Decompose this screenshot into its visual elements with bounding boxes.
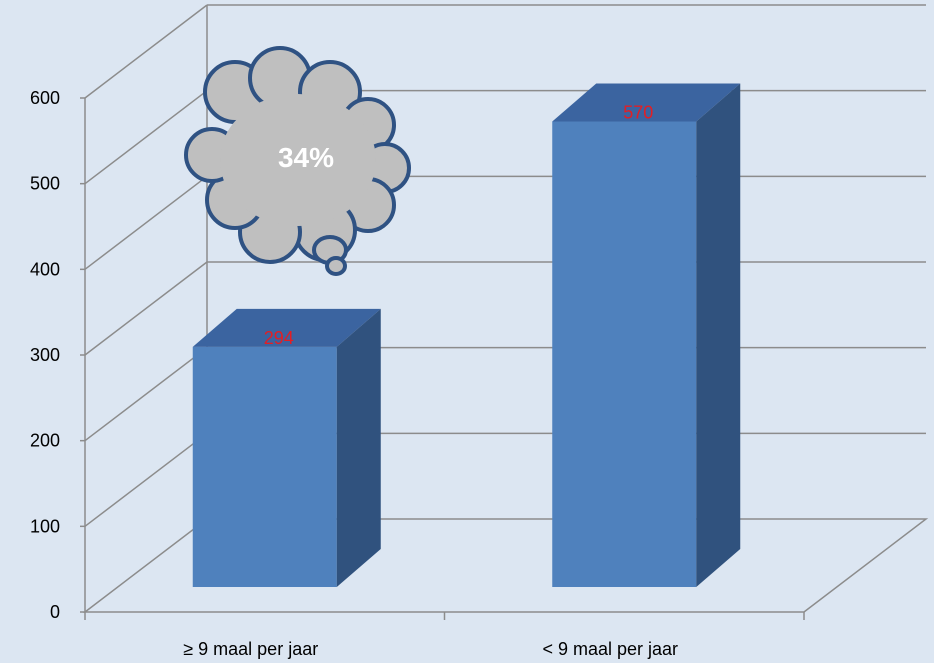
y-tick-label: 500 xyxy=(30,174,60,194)
bar xyxy=(552,83,741,587)
y-tick-label: 400 xyxy=(30,259,60,279)
gridline-side xyxy=(84,175,208,270)
gridline-side xyxy=(84,4,208,99)
thought-bubble-callout: 34% xyxy=(184,46,411,276)
gridline-side xyxy=(84,261,208,356)
bar xyxy=(192,308,381,587)
bar-front xyxy=(192,346,337,587)
thought-bubble-dot-small xyxy=(325,256,347,276)
gridline-side xyxy=(84,432,208,527)
chart-labels: 0 100 200 300 400 500 600 294 ≥ 9 maal per jaar 5… xyxy=(30,88,678,659)
thought-bubble-cloud xyxy=(220,94,376,226)
bar-side xyxy=(696,83,741,587)
y-tick-label: 300 xyxy=(30,345,60,365)
y-tick-label: 100 xyxy=(30,516,60,536)
data-label: 570 xyxy=(623,103,653,123)
bar-top xyxy=(552,83,741,122)
chart-axes xyxy=(80,97,805,620)
x-tick-label: < 9 maal per jaar xyxy=(542,639,678,659)
x-tick-label: ≥ 9 maal per jaar xyxy=(183,639,318,659)
gridline-side xyxy=(84,90,208,185)
y-tick-label: 0 xyxy=(50,602,60,622)
callout-text: 34% xyxy=(278,142,334,173)
y-tick-label: 200 xyxy=(30,431,60,451)
bar-side xyxy=(336,308,381,587)
bar-front xyxy=(552,121,697,587)
data-label: 294 xyxy=(264,328,294,348)
gridline-side xyxy=(84,347,208,442)
y-tick-label: 600 xyxy=(30,88,60,108)
chart-floor xyxy=(82,518,929,613)
bar-top xyxy=(192,308,381,347)
chart-bars xyxy=(192,83,741,587)
